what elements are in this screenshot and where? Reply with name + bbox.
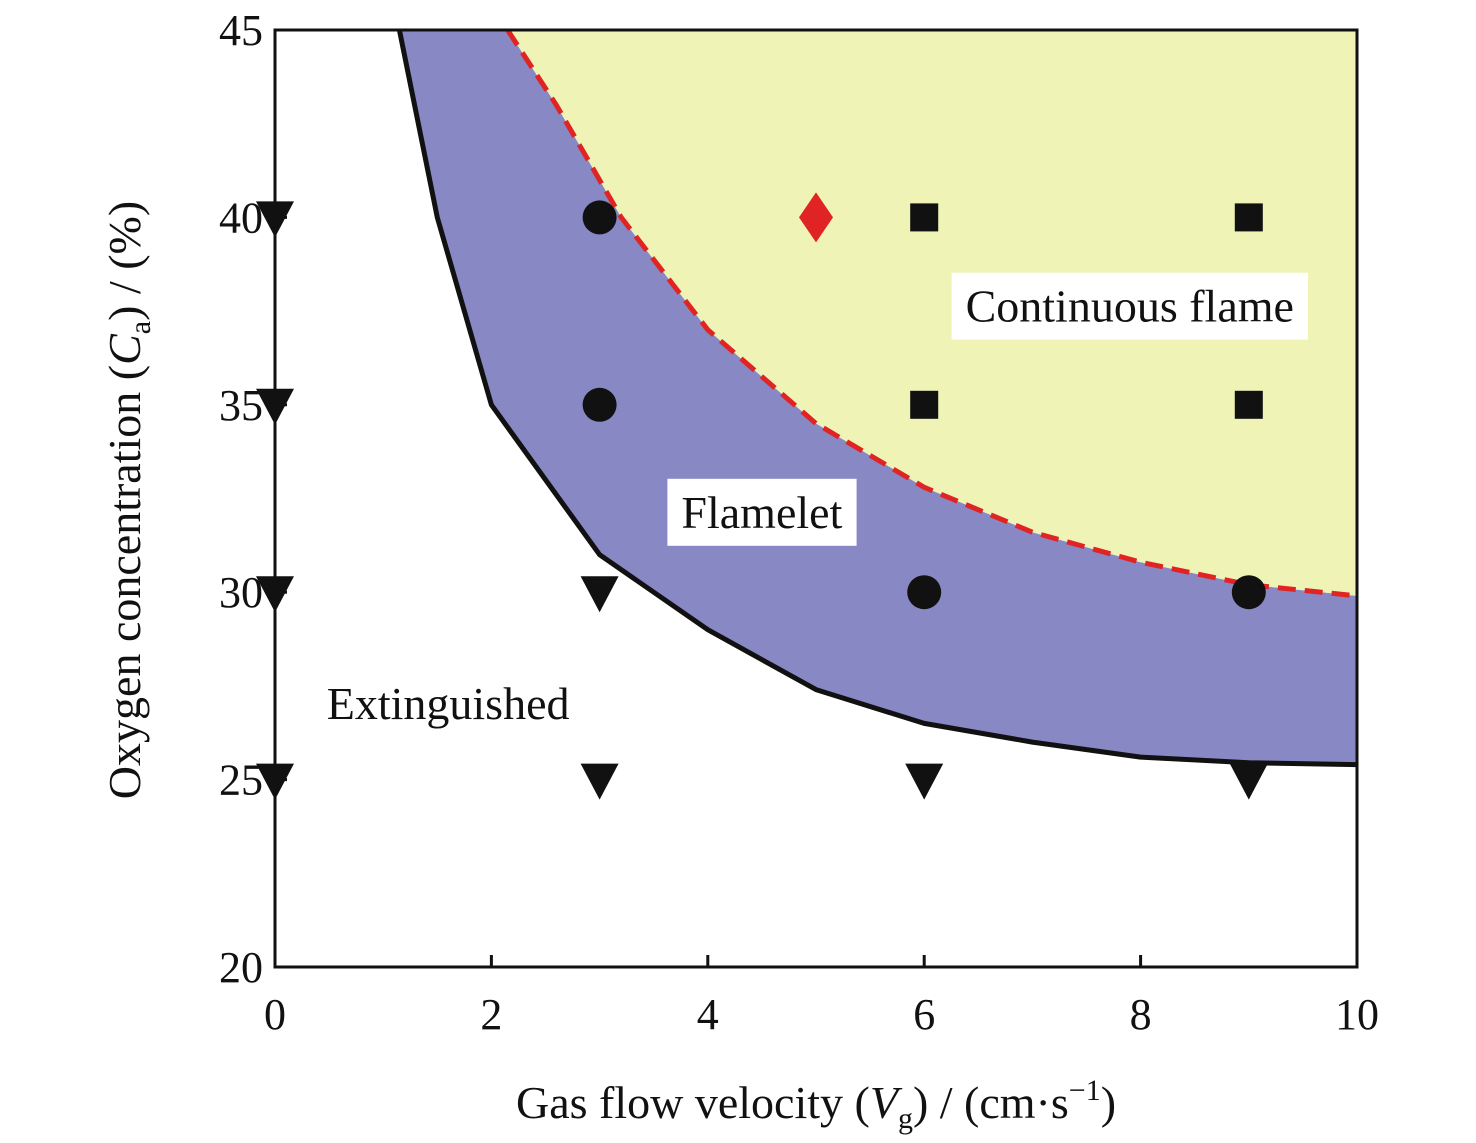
square-marker: [910, 203, 939, 232]
annotation-background-layer: [312, 272, 1308, 737]
region-label: Flamelet: [681, 487, 842, 538]
continuous-flame-region: [507, 30, 1357, 596]
circle-marker: [582, 200, 617, 235]
tick-layer: 0 2 4 6 8 10 20 25 30 35 40 45: [219, 6, 1379, 1039]
y-axis-label: Oxygen concentration (Ca) / (%): [99, 201, 157, 799]
x-tick-label: 2: [480, 990, 502, 1039]
plot-frame: [273, 28, 1359, 969]
x-tick-label: 8: [1130, 990, 1152, 1039]
diamond-marker: [799, 192, 833, 243]
triangle-marker: [580, 763, 619, 800]
x-tick-label: 4: [697, 990, 719, 1039]
square-marker: [910, 390, 939, 419]
square-marker: [1234, 390, 1263, 419]
region-label: Extinguished: [327, 678, 570, 729]
y-tick-label: 25: [219, 756, 263, 805]
x-tick-label: 6: [913, 990, 935, 1039]
x-tick-label: 10: [1335, 990, 1379, 1039]
x-tick-label: 0: [264, 990, 286, 1039]
boundary-curve-layer: [396, 30, 1357, 768]
region-label: Continuous flame: [966, 281, 1294, 332]
region-label-background: [312, 669, 584, 737]
triangle-marker: [905, 763, 944, 800]
region-label-background: [667, 478, 857, 546]
circle-marker: [1231, 575, 1266, 610]
y-tick-label: 20: [219, 943, 263, 992]
triangle-marker: [1229, 763, 1268, 800]
y-tick-label: 45: [219, 6, 263, 55]
triangle-marker: [256, 576, 294, 613]
y-tick-label: 30: [219, 568, 263, 617]
region-layer: [399, 30, 1357, 765]
annotation-layer: Continuous flame Flamelet Extinguished: [327, 281, 1294, 729]
triangle-marker: [256, 388, 294, 425]
extinction-boundary-line: [396, 30, 1357, 768]
triangle-marker: [580, 576, 619, 613]
circle-marker: [582, 387, 617, 422]
y-tick-label: 35: [219, 381, 263, 430]
circle-marker: [907, 575, 942, 610]
marker-layer: [256, 192, 1268, 800]
region-label-background: [951, 272, 1308, 340]
continuous-flame-boundary-line: [505, 30, 1357, 599]
triangle-marker: [256, 201, 294, 238]
x-axis-label: Gas flow velocity (Vg) / (cm·s−1): [516, 1074, 1116, 1135]
y-tick-label: 40: [219, 193, 263, 242]
triangle-marker: [256, 763, 294, 800]
square-marker: [1234, 203, 1263, 232]
